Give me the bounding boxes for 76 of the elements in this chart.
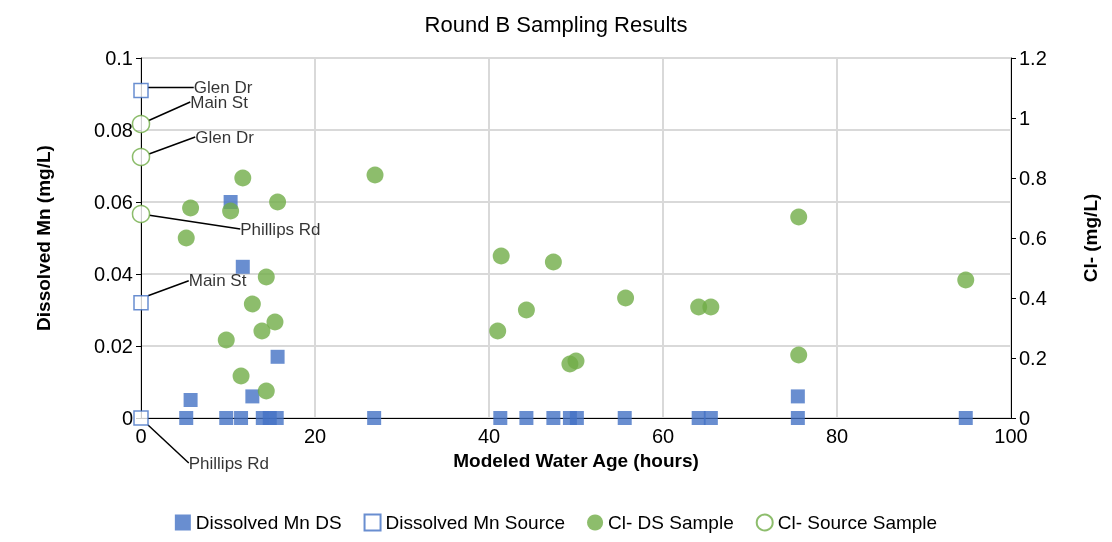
y-tick-label: 0	[121, 407, 133, 429]
y-tick-label: 0.08	[94, 119, 133, 141]
point	[257, 382, 275, 400]
y2-tick-label: 0.4	[1019, 287, 1047, 309]
y2-tick-label: 1.2	[1019, 47, 1047, 69]
legend-label: Dissolved Mn Source	[385, 512, 566, 533]
point	[235, 259, 250, 274]
y-tick-label: 0.1	[105, 47, 133, 69]
legend-label: Dissolved Mn DS	[195, 512, 342, 533]
point	[217, 331, 235, 349]
legend-label: Cl- Source Sample	[777, 512, 938, 533]
y-axis-title: Dissolved Mn (mg/L)	[33, 145, 54, 331]
data-label: Glen Dr	[195, 127, 255, 147]
y2-tick-label: 0.2	[1019, 347, 1047, 369]
point	[493, 411, 508, 425]
point	[177, 229, 195, 247]
chart-title: Round B Sampling Results	[424, 11, 688, 37]
point	[790, 346, 808, 364]
y-tick-label: 0.04	[94, 263, 133, 285]
x-tick-label: 60	[651, 425, 675, 447]
point	[133, 295, 149, 311]
y2-axis-title: Cl- (mg/L)	[1080, 193, 1101, 283]
point	[617, 411, 632, 425]
data-label: Phillips Rd	[240, 219, 321, 239]
point	[367, 411, 382, 425]
point	[519, 411, 534, 425]
point	[131, 114, 151, 134]
point	[183, 393, 198, 407]
point	[270, 349, 285, 364]
point	[569, 411, 584, 425]
point	[245, 389, 260, 404]
point	[133, 82, 149, 99]
point	[179, 411, 194, 425]
point	[546, 411, 561, 425]
y-tick-label: 0.02	[94, 335, 133, 357]
point	[517, 301, 535, 319]
point	[489, 322, 507, 340]
point	[492, 247, 510, 265]
point	[131, 204, 151, 224]
point	[219, 411, 234, 425]
x-axis-title: Modeled Water Age (hours)	[453, 449, 699, 471]
point	[131, 147, 151, 167]
x-tick-label: 80	[825, 425, 849, 447]
data-label: Phillips Rd	[188, 453, 270, 473]
point	[544, 253, 562, 271]
x-tick-label: 0	[135, 425, 147, 447]
point	[702, 298, 720, 316]
point	[790, 208, 808, 226]
y2-tick-label: 0.6	[1019, 227, 1047, 249]
y2-tick-label: 0.8	[1019, 167, 1047, 189]
y2-tick-label: 1	[1019, 107, 1031, 129]
point	[234, 169, 252, 187]
legend-label: Cl- DS Sample	[608, 512, 734, 533]
point	[257, 268, 275, 286]
x-tick-label: 40	[477, 425, 501, 447]
point	[790, 389, 805, 404]
point	[182, 199, 200, 217]
point	[567, 352, 585, 370]
point	[222, 202, 240, 220]
data-label: Main St	[188, 271, 247, 291]
point	[269, 193, 287, 211]
point	[957, 271, 975, 289]
point	[703, 411, 718, 425]
point	[617, 289, 635, 307]
y-tick-label: 0.06	[94, 191, 133, 213]
point	[366, 166, 384, 184]
point	[234, 411, 249, 425]
x-tick-label: 20	[303, 425, 327, 447]
point	[243, 295, 261, 313]
point	[253, 322, 271, 340]
point	[958, 411, 973, 425]
point	[790, 411, 805, 425]
point	[133, 410, 149, 426]
point	[269, 411, 284, 425]
point	[232, 367, 250, 385]
point	[266, 313, 284, 331]
